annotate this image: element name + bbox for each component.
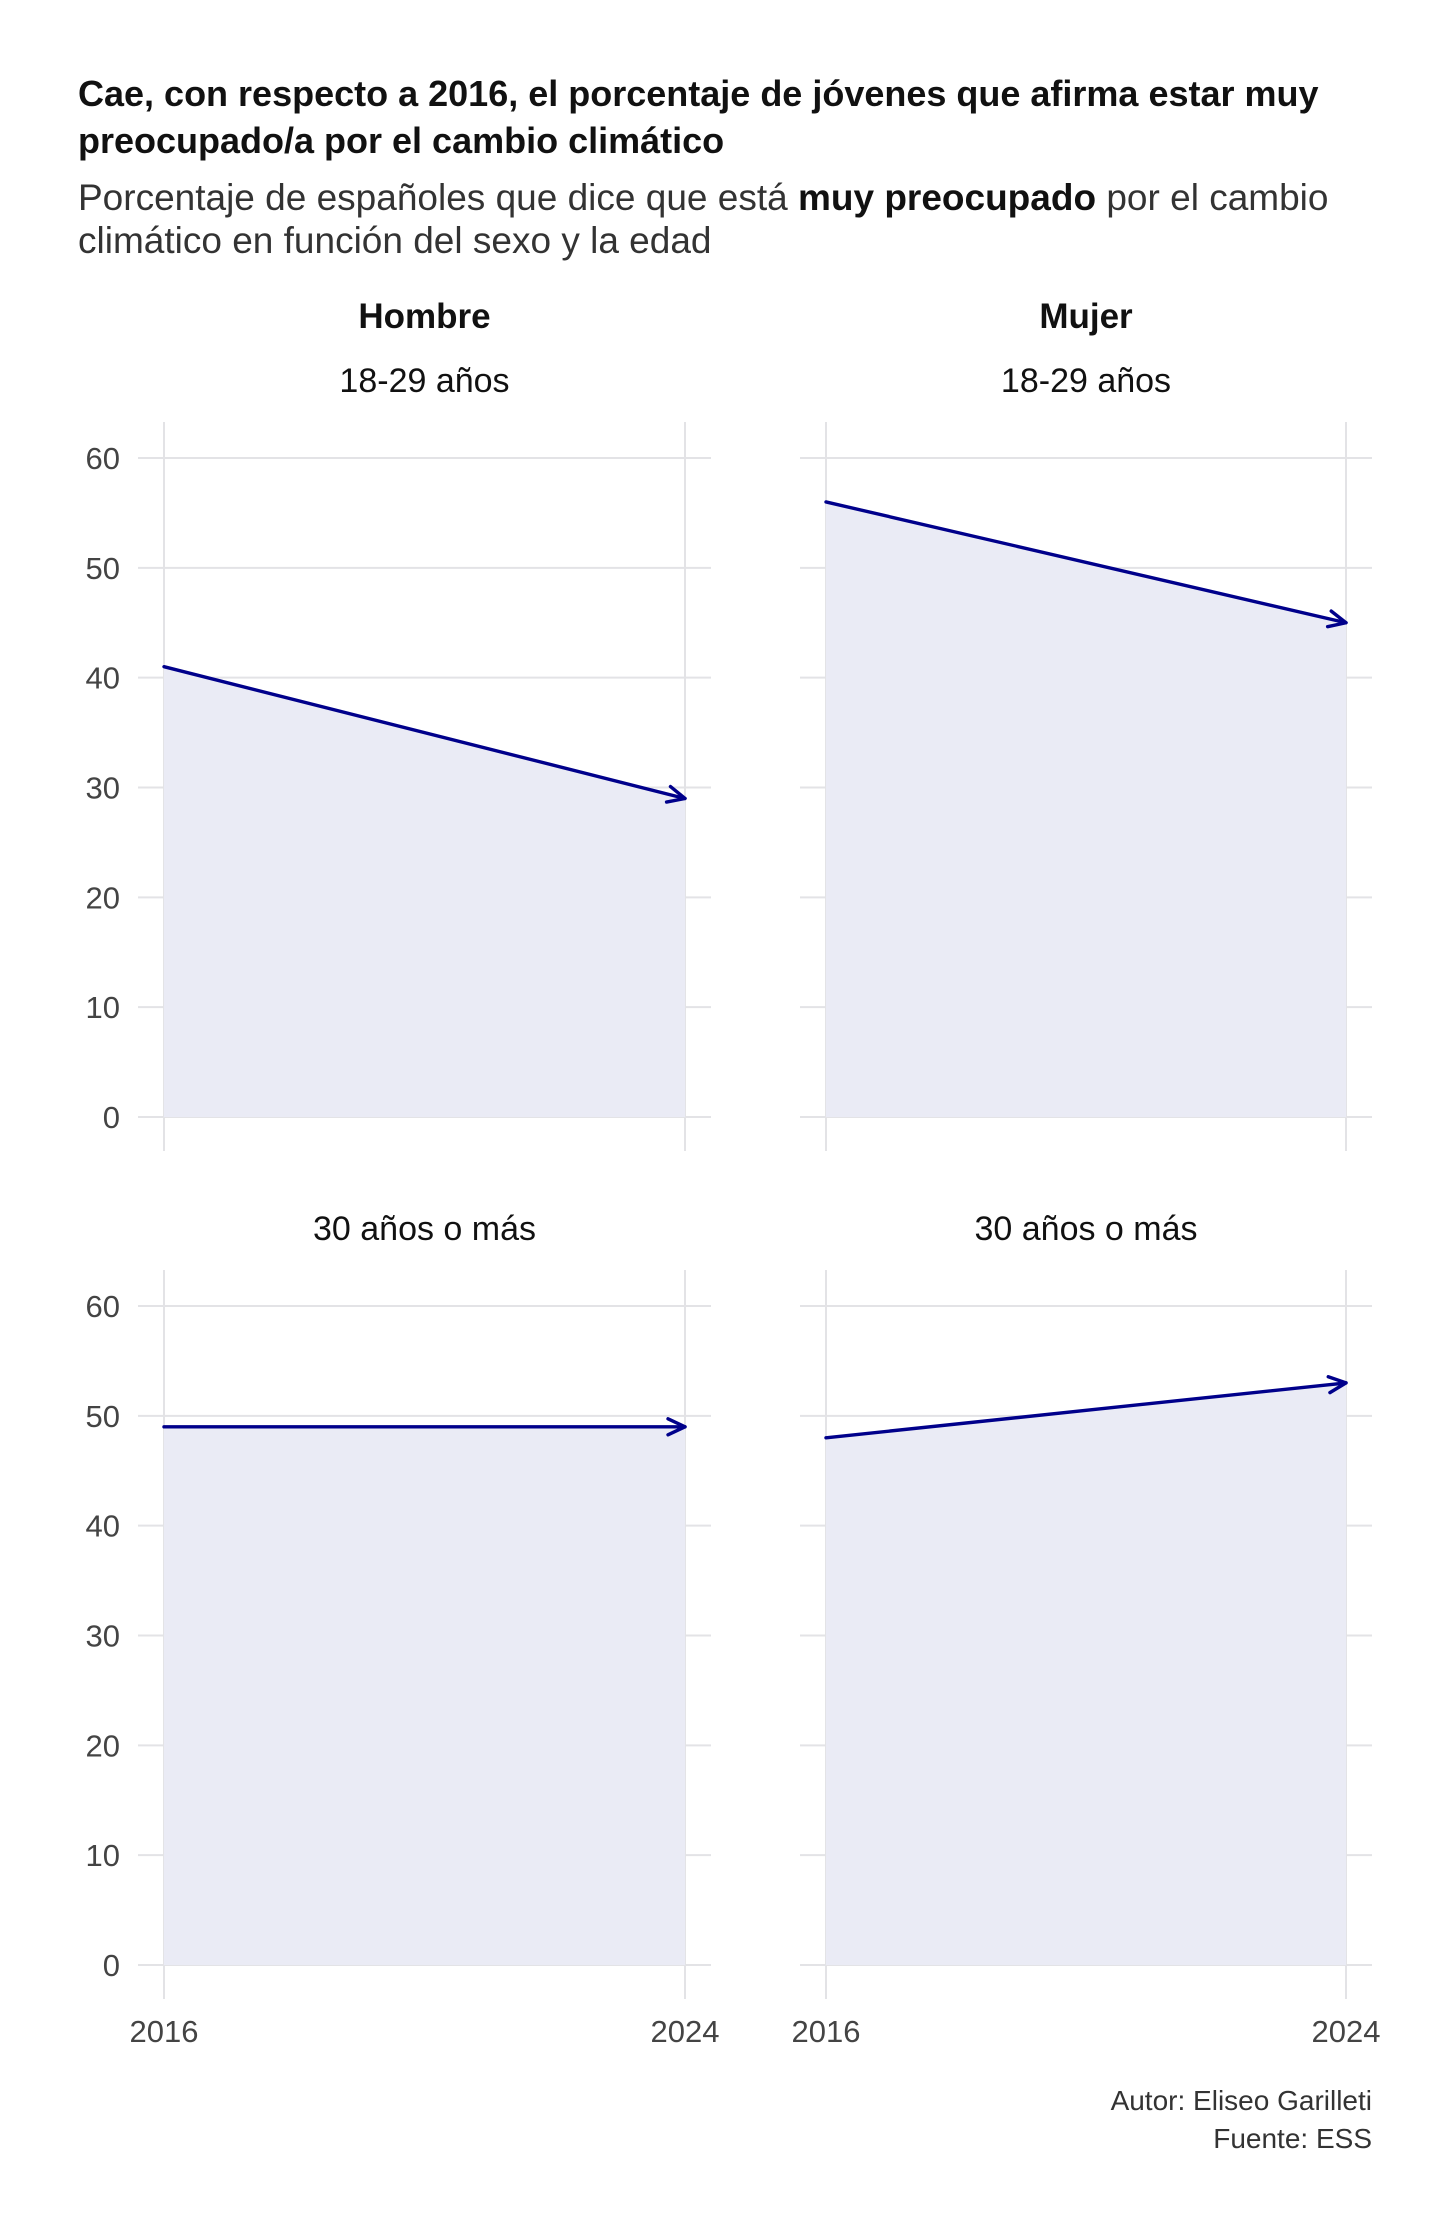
panel-label-2: 30 años o más [313,1210,536,1248]
trend-arrow-1 [824,500,1348,629]
area-fill-1 [826,501,1346,1117]
y-tick-label: 30 [86,771,120,806]
y-tick-label: 10 [86,1838,120,1873]
y-tick-label: 20 [86,880,120,915]
panel-label-0: 18-29 años [339,362,509,400]
chart-subtitle: Porcentaje de españoles que dice que est… [78,176,1398,262]
x-tick-label: 2016 [792,2014,861,2049]
y-tick-label: 0 [103,1948,120,1983]
x-tick-label: 2024 [1312,2014,1381,2049]
subtitle-text-end: por el cambio climático en función del s… [78,177,1329,261]
panel-label-3: 30 años o más [974,1210,1197,1248]
y-tick-label: 40 [86,661,120,696]
area-fill-3 [826,1382,1346,1965]
y-tick-label: 60 [86,1289,120,1324]
subtitle-text: Porcentaje de españoles que dice que est… [78,177,798,218]
y-tick-label: 30 [86,1619,120,1654]
trend-arrow-3 [824,1375,1348,1440]
y-tick-label: 0 [103,1100,120,1135]
area-fill-2 [164,1426,685,1965]
y-tick-label: 50 [86,551,120,586]
column-header-0: Hombre [358,297,490,336]
y-tick-label: 40 [86,1509,120,1544]
trend-arrow-0 [162,664,687,804]
panel-label-1: 18-29 años [1001,362,1171,400]
y-tick-label: 60 [86,441,120,476]
x-tick-label: 2016 [130,2014,199,2049]
y-tick-label: 50 [86,1399,120,1434]
x-tick-label: 2024 [651,2014,720,2049]
subtitle-emphasis: muy preocupado [797,177,1097,218]
y-tick-label: 20 [86,1728,120,1763]
small-multiples-chart: Hombre Mujer 18-29 años 0 10 20 30 40 50 60 18-29 … [86,297,1381,2049]
source-credit: Fuente: ESS [1213,2123,1372,2154]
y-tick-label: 10 [86,990,120,1025]
author-credit: Autor: Eliseo Garilleti [1110,2085,1372,2116]
chart-title: Cae, con respecto a 2016, el porcentaje … [78,73,1319,161]
column-header-1: Mujer [1039,297,1133,336]
area-fill-0 [164,666,685,1117]
